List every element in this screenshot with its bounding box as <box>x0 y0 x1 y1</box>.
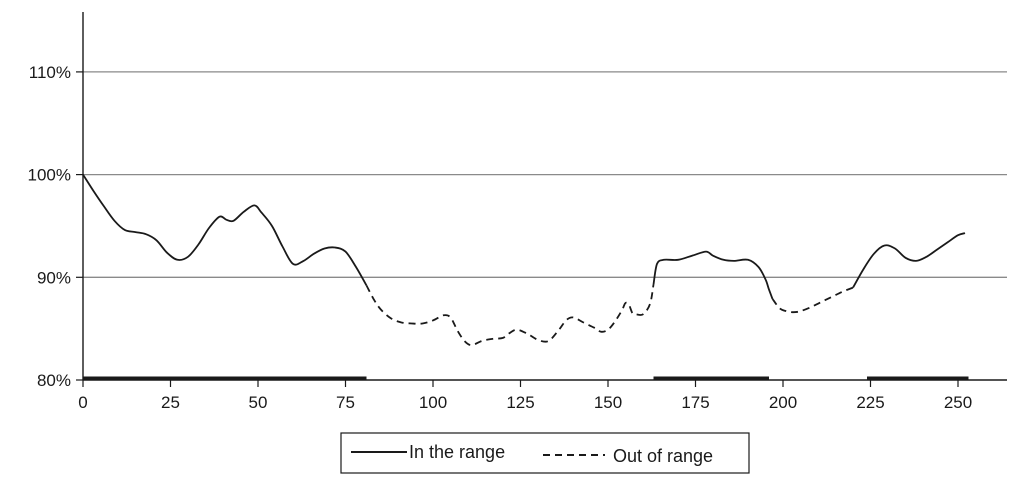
y-tick-label: 110% <box>29 63 71 82</box>
legend-label-in-range: In the range <box>409 442 505 462</box>
x-tick-label: 75 <box>336 393 355 412</box>
x-tick-label: 125 <box>506 393 534 412</box>
legend-label-out-of-range: Out of range <box>613 446 713 466</box>
series-line-in-range <box>852 232 966 289</box>
series-lines <box>82 174 966 346</box>
x-tick-label: 225 <box>856 393 884 412</box>
gridlines <box>83 71 1007 278</box>
x-tick-label: 200 <box>769 393 797 412</box>
series-line-out-of-range <box>365 284 655 346</box>
legend-box <box>340 432 750 474</box>
y-tick-label: 100% <box>28 166 71 185</box>
y-tick-label: 80% <box>37 371 71 390</box>
series-line-in-range <box>82 174 368 286</box>
tick-labels: 80% 90% 100% 110% 0 25 50 75 100 125 150 175 200 225 2… <box>28 63 973 412</box>
x-tick-label: 100 <box>419 393 447 412</box>
x-tick-label: 250 <box>944 393 972 412</box>
x-tick-label: 50 <box>249 393 268 412</box>
series-line-in-range <box>652 250 774 300</box>
series-line-out-of-range <box>771 286 854 314</box>
axes <box>76 12 1007 387</box>
legend: In the range Out of range <box>340 432 750 474</box>
x-tick-label: 175 <box>681 393 709 412</box>
y-tick-label: 90% <box>37 268 71 287</box>
x-tick-label: 25 <box>161 393 180 412</box>
x-tick-label: 150 <box>594 393 622 412</box>
x-tick-label: 0 <box>78 393 87 412</box>
